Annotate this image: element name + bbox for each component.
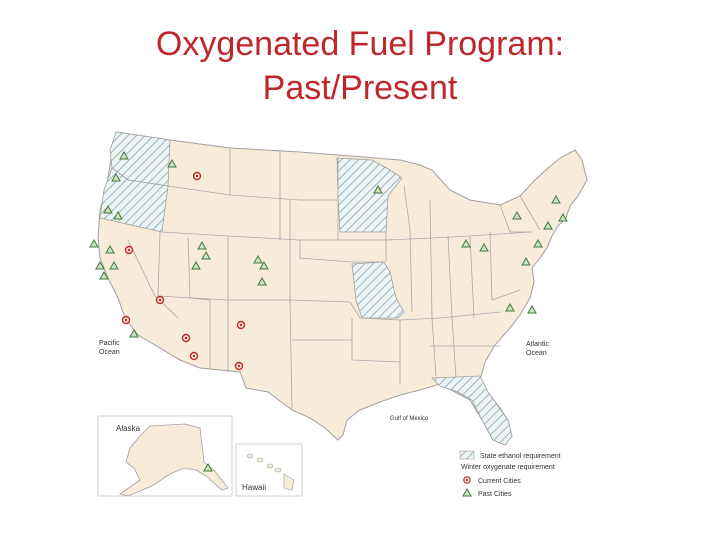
- past-city-marker: [461, 238, 471, 248]
- past-city-marker: [113, 210, 123, 220]
- past-city-marker: [129, 328, 139, 338]
- past-city-marker: [109, 260, 119, 270]
- past-city-marker: [119, 150, 129, 160]
- past-city-marker: [479, 242, 489, 252]
- past-city-marker: [521, 256, 531, 266]
- current-city-marker: [158, 298, 162, 302]
- past-city-marker: [257, 276, 267, 286]
- hawaii-label: Hawaii: [242, 483, 266, 492]
- alaska-shape: [119, 423, 229, 497]
- legend-past-city-marker: [462, 487, 472, 497]
- atlantic-ocean-label-2: Ocean: [526, 350, 547, 357]
- past-city-marker: [111, 172, 121, 182]
- past-city-marker: [527, 304, 537, 314]
- past-city-marker: [551, 194, 561, 204]
- alaska-label: Alaska: [116, 424, 141, 433]
- legend: State ethanol requirement Winter oxygena…: [459, 450, 561, 498]
- gulf-of-mexico-label: Gulf of Mexico: [390, 416, 429, 422]
- current-city-markers: [121, 171, 246, 371]
- past-city-marker: [89, 238, 99, 248]
- past-city-marker: [558, 212, 568, 222]
- past-city-marker: [201, 250, 211, 260]
- past-city-marker: [191, 260, 201, 270]
- alaska-inset: Alaska: [97, 415, 233, 497]
- current-city-marker: [195, 174, 199, 178]
- slide-title: Oxygenated Fuel Program: Past/Present: [0, 22, 720, 110]
- current-city-marker: [239, 323, 243, 327]
- past-city-marker: [197, 240, 207, 250]
- legend-state-ethanol: State ethanol requirement: [480, 453, 561, 460]
- past-city-marker: [543, 220, 553, 230]
- past-city-marker: [533, 238, 543, 248]
- past-city-marker: [203, 462, 213, 472]
- state-missouri: [351, 261, 405, 319]
- past-city-marker: [167, 158, 177, 168]
- legend-past-cities: Past Cities: [478, 491, 512, 498]
- past-city-marker: [253, 254, 263, 264]
- past-city-marker: [95, 260, 105, 270]
- past-city-marker: [512, 210, 522, 220]
- past-city-marker: [259, 260, 269, 270]
- title-line-1: Oxygenated Fuel Program:: [155, 25, 565, 63]
- pacific-ocean-label-1: Pacific: [99, 340, 120, 347]
- pacific-ocean-label-2: Ocean: [99, 349, 120, 356]
- state-florida: [431, 375, 513, 446]
- state-borders: [127, 148, 541, 411]
- state-minnesota: [336, 157, 403, 233]
- current-city-marker: [237, 364, 241, 368]
- past-city-markers: [89, 150, 568, 338]
- past-city-marker: [103, 204, 113, 214]
- current-city-marker: [127, 248, 131, 252]
- past-city-marker: [105, 244, 115, 254]
- past-city-marker: [505, 302, 515, 312]
- current-city-marker: [192, 354, 196, 358]
- legend-hatch-swatch: [459, 450, 475, 460]
- atlantic-ocean-label-1: Atlantic: [526, 341, 549, 348]
- legend-winter-oxygenate: Winter oxygenate requirement: [461, 464, 555, 471]
- current-city-marker: [124, 318, 128, 322]
- current-city-marker: [184, 336, 188, 340]
- past-city-marker: [99, 270, 109, 280]
- hawaii-inset: Hawaii: [235, 443, 303, 497]
- legend-current-cities: Current Cities: [478, 478, 521, 485]
- past-city-marker: [373, 184, 383, 194]
- title-line-2: Past/Present: [262, 69, 458, 107]
